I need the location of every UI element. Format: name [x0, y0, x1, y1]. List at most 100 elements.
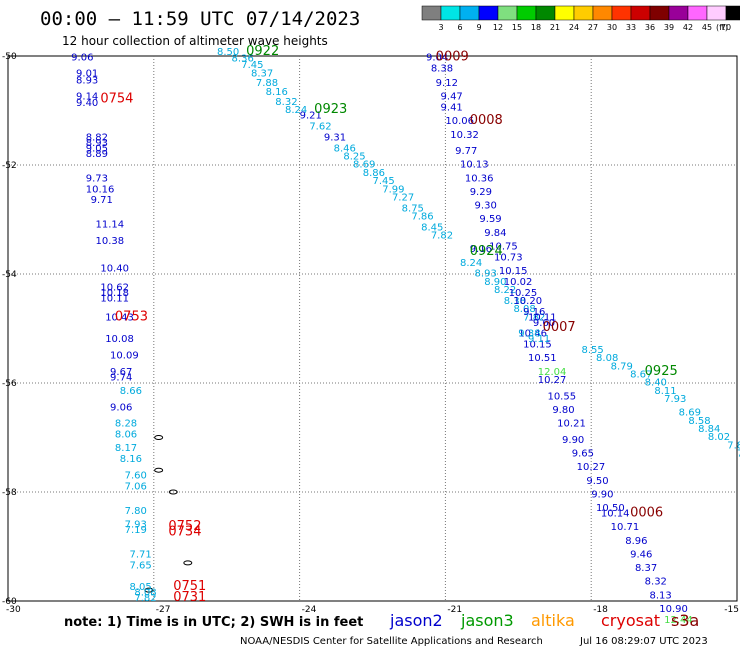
wave-height-label: 7.6 [737, 449, 740, 460]
wave-height-label: 10.32 [450, 130, 479, 141]
wave-height-label: 9.05 [86, 143, 108, 154]
wave-height-label: 10.18 [100, 288, 129, 299]
colorbar-tick: 24 [569, 23, 579, 32]
plot-border [7, 55, 738, 602]
colorbar-swatch [535, 5, 556, 21]
wave-height-label: 8.28 [115, 419, 137, 430]
y-tick-label: -54 [2, 270, 17, 280]
wave-height-label: 7.45 [241, 60, 263, 71]
wave-height-label: 10.02 [504, 277, 533, 288]
wave-height-label: 8.58 [688, 416, 710, 427]
wave-height-label: 10.36 [465, 173, 494, 184]
wave-height-label: 10.13 [460, 160, 489, 171]
wave-height-label: 8.02 [708, 432, 730, 443]
wave-height-label: 10.55 [547, 391, 576, 402]
colorbar-swatch [497, 5, 518, 21]
wave-height-label: 9.90 [562, 435, 584, 446]
wave-height-label: 7.88 [727, 440, 740, 451]
wave-height-label: 9.40 [76, 98, 98, 109]
wave-height-label: 9.90 [591, 489, 613, 500]
wave-height-label: 7.88 [256, 78, 278, 89]
wave-height-label: 8.46 [334, 143, 356, 154]
wave-height-label: 10.27 [577, 462, 606, 473]
x-axis-ticks: -30 -27 -24 -21 -18 -15 [6, 605, 739, 615]
colorbar-tick: 45 [702, 23, 712, 32]
colorbar-tick: 30 [607, 23, 617, 32]
colorbar-tick: 42 [683, 23, 693, 32]
wave-height-label: 8.08 [513, 304, 535, 315]
wave-height-label: 8.93 [76, 75, 98, 86]
wave-height-label: 7.60 [125, 470, 147, 481]
wave-height-label: 9.67 [110, 367, 132, 378]
wave-height-label: 8.25 [343, 152, 365, 163]
wave-height-label: 10.21 [557, 419, 586, 430]
wave-height-label: 12.44 [664, 615, 693, 626]
colorbar-tick: 9 [476, 23, 481, 32]
wave-height-label: 10.09 [110, 350, 139, 361]
wave-height-label: 9.31 [324, 132, 346, 143]
wave-height-label: 8.37 [251, 69, 273, 80]
island-outline [154, 435, 164, 440]
wave-height-label: 9.21 [300, 111, 322, 122]
wave-height-label: 8.69 [353, 160, 375, 171]
wave-height-label: 10.14 [601, 509, 630, 520]
wave-height-label: 9.46 [630, 549, 652, 560]
wave-height-label: 7.93 [125, 519, 147, 530]
y-tick-label: -52 [2, 161, 17, 171]
colorbar-tick: 39 [664, 23, 674, 32]
colorbar-unit: (ft) [716, 23, 728, 32]
wave-height-label: 7.62 [309, 122, 331, 133]
pass-time-label: 0731 [173, 590, 206, 605]
wave-height-label: 10.90 [659, 604, 688, 615]
wave-height-label: 7.80 [125, 506, 147, 517]
wave-height-label: 10.50 [596, 503, 625, 514]
y-tick-label: -50 [2, 52, 17, 62]
y-tick-label: -58 [2, 488, 17, 498]
wave-height-label: 10.40 [100, 263, 129, 274]
satellite-legend-jason2: jason2 [389, 611, 443, 630]
wave-height-label: 9.77 [455, 146, 477, 157]
wave-height-label: 9.60 [533, 318, 555, 329]
pass-time-label: 0754 [100, 91, 133, 106]
pass-time-label: 0923 [314, 102, 347, 117]
wave-height-label: 8.36 [232, 53, 254, 64]
wave-height-label: 8.69 [679, 408, 701, 419]
wave-height-label: 11.14 [95, 220, 124, 231]
wave-height-label: 8.13 [650, 590, 672, 601]
wave-height-label: 9.30 [475, 201, 497, 212]
pass-time-label: 0007 [543, 320, 576, 335]
wave-height-label: 7.19 [125, 525, 147, 536]
wave-height-label: 10.06 [445, 116, 474, 127]
wave-height-label: 9.06 [71, 52, 93, 63]
wave-height-label: 12.04 [538, 367, 567, 378]
colorbar-swatch [459, 5, 480, 21]
colorbar-tick: 6 [457, 23, 462, 32]
island-outline [144, 587, 154, 593]
satellite-legend: jason2 jason3 altika cryosat s3a [389, 611, 699, 630]
wave-height-label: 8.16 [266, 87, 288, 98]
colorbar-swatch [478, 5, 499, 21]
wave-height-label: 8.55 [581, 345, 603, 356]
island-outline [183, 560, 193, 566]
colorbar-tick: 33 [626, 23, 636, 32]
wave-height-label: 8.75 [402, 203, 424, 214]
colorbar: 3 6 9 12 15 18 21 24 27 30 33 36 39 42 45 70 [421, 5, 740, 32]
wave-height-label: 9.59 [479, 214, 501, 225]
wave-height-label: 8.38 [431, 63, 453, 74]
wave-height-label: 7.86 [411, 212, 433, 223]
wave-height-label: 9.47 [441, 92, 463, 103]
colorbar-tick: 27 [588, 23, 598, 32]
wave-height-label: 8.84 [698, 424, 720, 435]
coastlines [144, 435, 193, 593]
credit-line: NOAA/NESDIS Center for Satellite Applica… [240, 636, 543, 647]
wave-height-label: 9.16 [470, 244, 492, 255]
pass-time-label: 0734 [168, 525, 201, 540]
wave-height-label: 10.20 [513, 296, 542, 307]
colorbar-tick: 12 [493, 23, 503, 32]
x-tick-label: -27 [156, 605, 171, 615]
wave-height-label: 10.43 [105, 312, 134, 323]
wave-height-label: 9.41 [441, 103, 463, 114]
wave-height-label: 8.66 [120, 386, 142, 397]
wave-height-label: 9.38 [518, 329, 540, 340]
